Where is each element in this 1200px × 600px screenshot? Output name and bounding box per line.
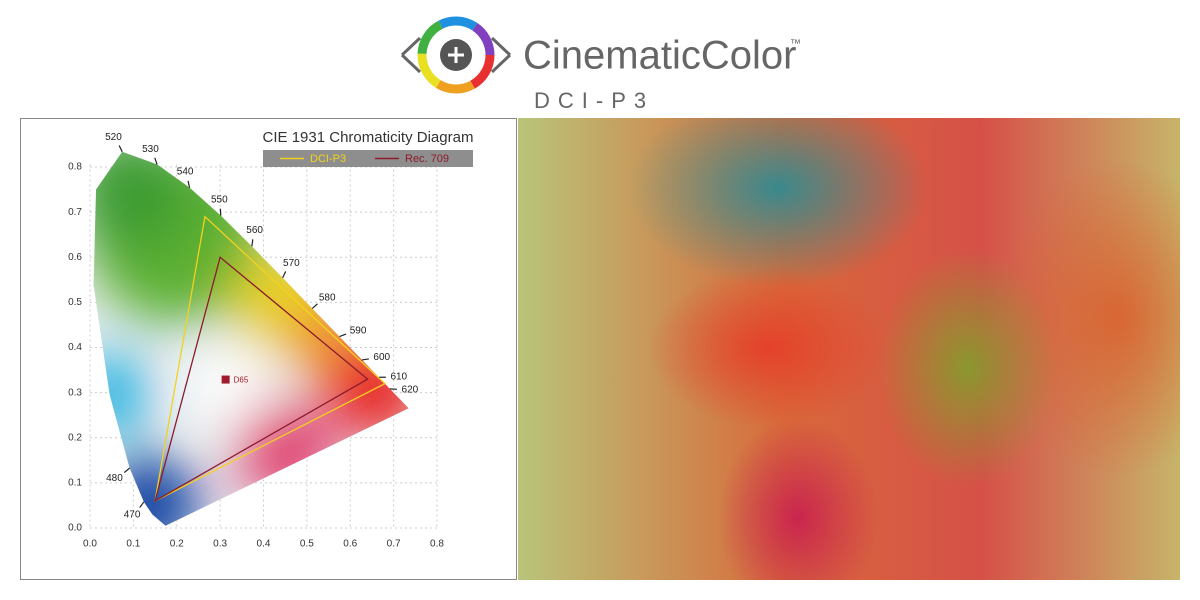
x-tick-label: 0.3	[213, 539, 227, 550]
wavelength-tick	[154, 157, 158, 165]
wavelength-label: 540	[177, 167, 194, 178]
y-tick-label: 0.5	[68, 297, 82, 308]
wavelength-tick	[123, 467, 130, 474]
logo	[400, 16, 512, 94]
chart-title: CIE 1931 Chromaticity Diagram	[263, 129, 474, 146]
legend-label: DCI-P3	[310, 153, 346, 165]
wavelength-tick	[219, 208, 222, 216]
y-tick-label: 0.8	[68, 162, 82, 173]
wavelength-label: 530	[142, 144, 159, 155]
wavelength-label: 570	[283, 258, 300, 269]
wavelength-label: 590	[350, 325, 367, 336]
gamut-triangle	[154, 215, 387, 503]
legend-label: Rec. 709	[405, 153, 449, 165]
white-point	[221, 375, 230, 384]
white-point-label: D65	[234, 376, 249, 385]
x-tick-label: 0.5	[300, 539, 314, 550]
wavelength-label: 550	[211, 194, 228, 205]
x-tick-label: 0.0	[83, 539, 97, 550]
y-tick-label: 0.3	[68, 387, 82, 398]
x-tick-label: 0.1	[126, 539, 140, 550]
wavelength-label: 470	[124, 510, 141, 521]
x-tick-label: 0.8	[430, 539, 444, 550]
wavelength-label: 600	[373, 352, 390, 363]
x-tick-label: 0.7	[387, 539, 401, 550]
wavelength-tick	[361, 358, 369, 361]
wavelength-label: 580	[319, 292, 336, 303]
y-tick-label: 0.6	[68, 252, 82, 263]
x-tick-label: 0.4	[257, 539, 271, 550]
wavelength-label: 610	[390, 372, 407, 383]
wavelength-tick	[139, 501, 145, 508]
y-tick-label: 0.1	[68, 478, 82, 489]
y-tick-label: 0.2	[68, 432, 82, 443]
y-tick-label: 0.4	[68, 342, 82, 353]
brand: CinematicColor	[523, 34, 796, 78]
wavelength-tick	[339, 333, 347, 338]
x-tick-label: 0.6	[343, 539, 357, 550]
wavelength-tick	[311, 303, 318, 309]
wavelength-label: 480	[106, 473, 123, 484]
wavelength-label: 620	[402, 385, 419, 396]
wavelength-tick	[118, 145, 123, 153]
y-tick-label: 0.0	[68, 523, 82, 534]
wavelength-label: 520	[105, 132, 122, 143]
gamut-triangle	[154, 256, 369, 503]
x-tick-label: 0.2	[170, 539, 184, 550]
wavelength-tick	[251, 239, 254, 247]
photo	[518, 118, 1180, 580]
wavelength-tick	[282, 271, 287, 278]
wavelength-label: 560	[246, 225, 263, 236]
wavelength-tick	[187, 180, 191, 188]
y-tick-label: 0.7	[68, 207, 82, 218]
trademark: ™	[790, 38, 801, 50]
subtitle: DCI-P3	[534, 88, 654, 113]
legend	[263, 150, 473, 167]
